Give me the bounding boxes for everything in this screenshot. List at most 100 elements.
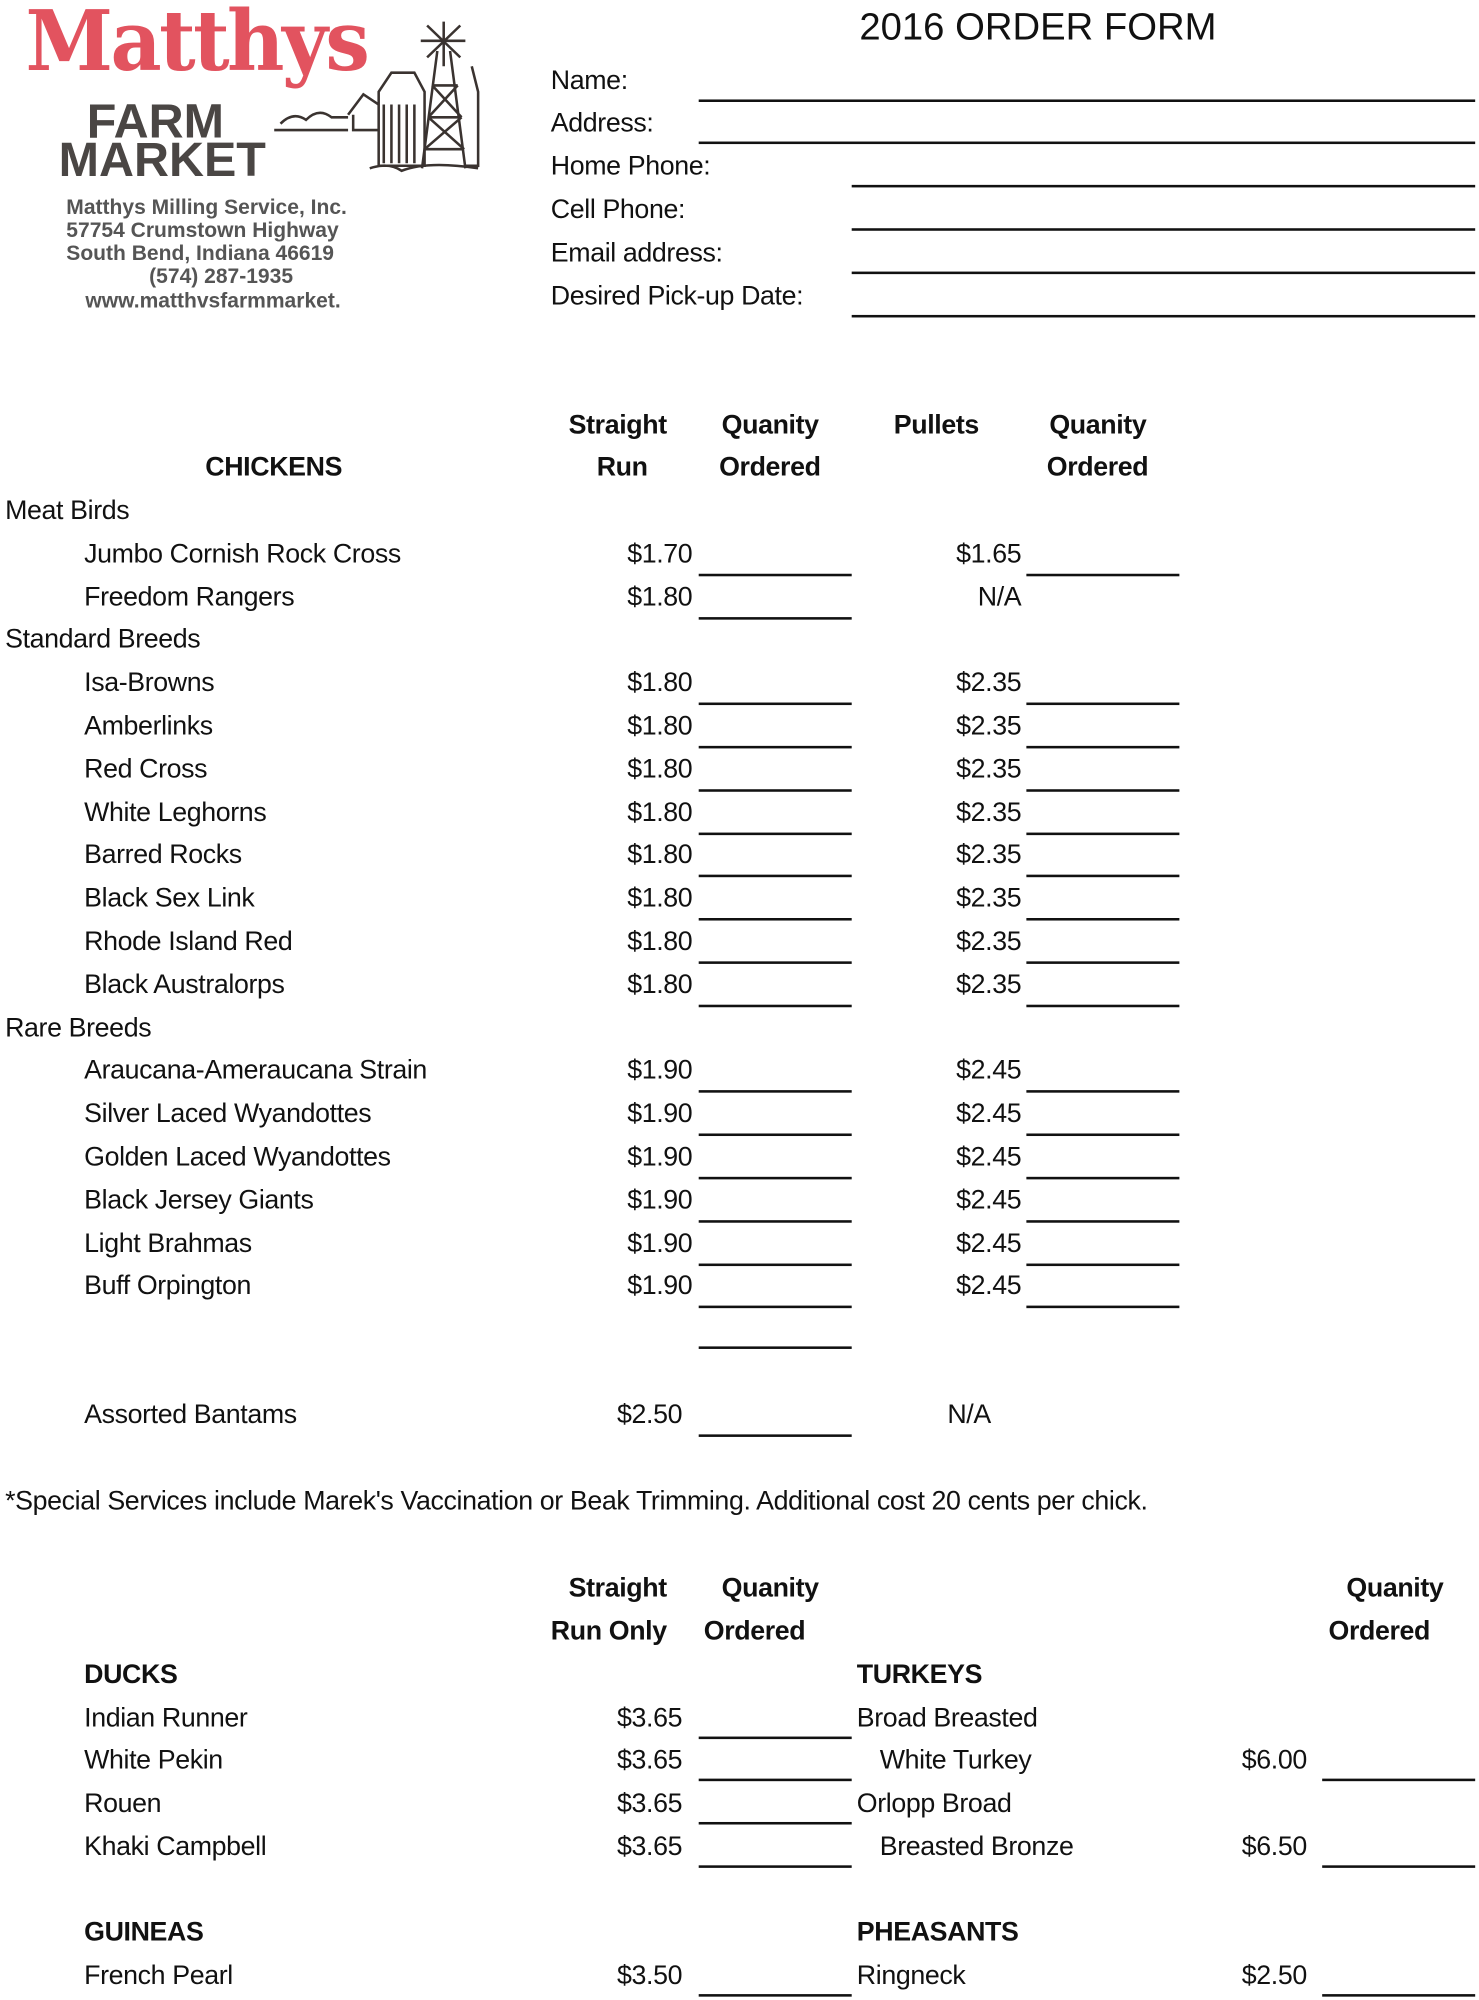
turkey-subname: White Turkey (879, 1745, 1032, 1775)
pullets-price: $2.35 (956, 970, 1022, 1000)
duck-price: $3.65 (617, 1745, 683, 1775)
straight-run-quantity-input[interactable] (698, 1434, 852, 1437)
field-input-line[interactable] (851, 314, 1476, 318)
straight-run-quantity-input[interactable] (698, 745, 852, 749)
field-label: Name: (550, 66, 628, 96)
logo-street: 57754 Crumstown Highway (66, 219, 339, 243)
straight-run-price: $1.80 (627, 668, 693, 698)
duck-name: Khaki Campbell (84, 1832, 267, 1862)
pullets-quantity-input[interactable] (1026, 702, 1180, 706)
turkey-subname: Breasted Bronze (879, 1832, 1074, 1862)
breed-name: Silver Laced Wyandottes (84, 1099, 372, 1129)
pullets-price: N/A (947, 1399, 991, 1430)
pullets-quantity-input[interactable] (1026, 1263, 1180, 1266)
straight-run-quantity-input[interactable] (698, 1219, 852, 1223)
pheasant-price: $2.50 (1241, 1960, 1307, 1991)
duck-price: $3.65 (617, 1703, 683, 1733)
pullets-quantity-input[interactable] (1026, 1219, 1180, 1223)
straight-run-quantity-input[interactable] (698, 1090, 852, 1094)
turkey-quantity-input[interactable] (1322, 1865, 1476, 1868)
pheasant-quantity-input[interactable] (1322, 1994, 1476, 1997)
straight-run-price: $1.80 (627, 970, 693, 1000)
field-label: Desired Pick-up Date: (550, 281, 804, 312)
breed-name: Black Sex Link (84, 883, 255, 914)
pullets-price: $2.45 (956, 1185, 1022, 1215)
header-quantity-right: Quanity (1346, 1573, 1444, 1603)
field-label: Email address: (550, 238, 723, 268)
duck-quantity-input[interactable] (698, 1778, 852, 1782)
straight-run-quantity-input[interactable] (698, 573, 852, 577)
breed-name: Assorted Bantams (84, 1399, 297, 1430)
group-heading: Rare Breeds (5, 1013, 152, 1043)
guinea-quantity-input[interactable] (698, 1994, 852, 1997)
pullets-price: $2.45 (956, 1142, 1022, 1172)
straight-run-quantity-input[interactable] (698, 1306, 852, 1309)
straight-run-quantity-input[interactable] (698, 961, 852, 964)
straight-run-price: $1.90 (627, 1056, 693, 1086)
straight-run-quantity-input[interactable] (698, 1176, 852, 1180)
straight-run-price: $1.80 (627, 840, 693, 871)
field-label: Address: (550, 108, 654, 138)
straight-run-quantity-input[interactable] (698, 1263, 852, 1266)
logo-website: www.matthvsfarmmarket. (85, 289, 341, 313)
pullets-quantity-input[interactable] (1026, 875, 1180, 878)
extra-quantity-input[interactable] (698, 1346, 852, 1349)
straight-run-quantity-input[interactable] (698, 702, 852, 706)
pullets-quantity-input[interactable] (1026, 1090, 1180, 1094)
pullets-price: $2.35 (956, 711, 1022, 741)
pullets-quantity-input[interactable] (1026, 832, 1180, 835)
field-input-line[interactable] (851, 271, 1476, 275)
section-heading-chickens: CHICKENS (205, 452, 343, 482)
breed-name: Rhode Island Red (84, 926, 293, 957)
pullets-price: $2.35 (956, 926, 1022, 957)
straight-run-quantity-input[interactable] (698, 616, 852, 620)
field-input-line[interactable] (851, 228, 1476, 231)
duck-quantity-input[interactable] (698, 1736, 852, 1740)
pullets-price: $2.35 (956, 754, 1022, 784)
pullets-quantity-input[interactable] (1026, 573, 1180, 577)
pullets-quantity-input[interactable] (1026, 961, 1180, 964)
duck-quantity-input[interactable] (698, 1821, 852, 1825)
breed-name: Araucana-Ameraucana Strain (84, 1056, 427, 1086)
turkey-quantity-input[interactable] (1322, 1778, 1476, 1782)
straight-run-price: $1.90 (627, 1099, 693, 1129)
breed-name: Red Cross (84, 754, 208, 784)
guinea-price: $3.50 (617, 1960, 683, 1991)
pullets-price: $2.45 (956, 1099, 1022, 1129)
straight-run-price: $1.80 (627, 711, 693, 741)
pullets-quantity-input[interactable] (1026, 918, 1180, 921)
straight-run-quantity-input[interactable] (698, 832, 852, 835)
pullets-quantity-input[interactable] (1026, 1306, 1180, 1309)
straight-run-quantity-input[interactable] (698, 875, 852, 878)
section-heading-ducks: DUCKS (84, 1660, 178, 1690)
pullets-quantity-input[interactable] (1026, 1176, 1180, 1180)
breed-name: White Leghorns (84, 797, 267, 827)
duck-price: $3.65 (617, 1832, 683, 1862)
pullets-quantity-input[interactable] (1026, 745, 1180, 749)
turkey-name: Broad Breasted (856, 1703, 1038, 1733)
straight-run-quantity-input[interactable] (698, 1133, 852, 1137)
field-input-line[interactable] (698, 99, 1476, 102)
straight-run-price: $1.90 (627, 1185, 693, 1215)
header-quantity: Quanity (721, 410, 819, 440)
straight-run-quantity-input[interactable] (698, 788, 852, 792)
header-pullets: Pullets (893, 410, 980, 440)
guinea-name: French Pearl (84, 1960, 233, 1991)
duck-quantity-input[interactable] (698, 1865, 852, 1868)
pullets-quantity-input[interactable] (1026, 1133, 1180, 1137)
straight-run-price: $1.70 (627, 539, 693, 569)
field-input-line[interactable] (698, 141, 1476, 145)
section-heading-guineas: GUINEAS (84, 1917, 204, 1947)
logo-city: South Bend, Indiana 46619 (66, 242, 335, 266)
straight-run-quantity-input[interactable] (698, 918, 852, 921)
pullets-quantity-input[interactable] (1026, 788, 1180, 792)
field-input-line[interactable] (851, 184, 1476, 188)
header-quantity: Quanity (721, 1573, 819, 1603)
straight-run-price: $1.90 (627, 1271, 693, 1301)
group-heading: Meat Birds (5, 495, 130, 526)
pullets-quantity-input[interactable] (1026, 1004, 1180, 1007)
straight-run-quantity-input[interactable] (698, 1004, 852, 1007)
straight-run-price: $1.80 (627, 582, 693, 612)
windmill-barn-icon (274, 21, 480, 173)
